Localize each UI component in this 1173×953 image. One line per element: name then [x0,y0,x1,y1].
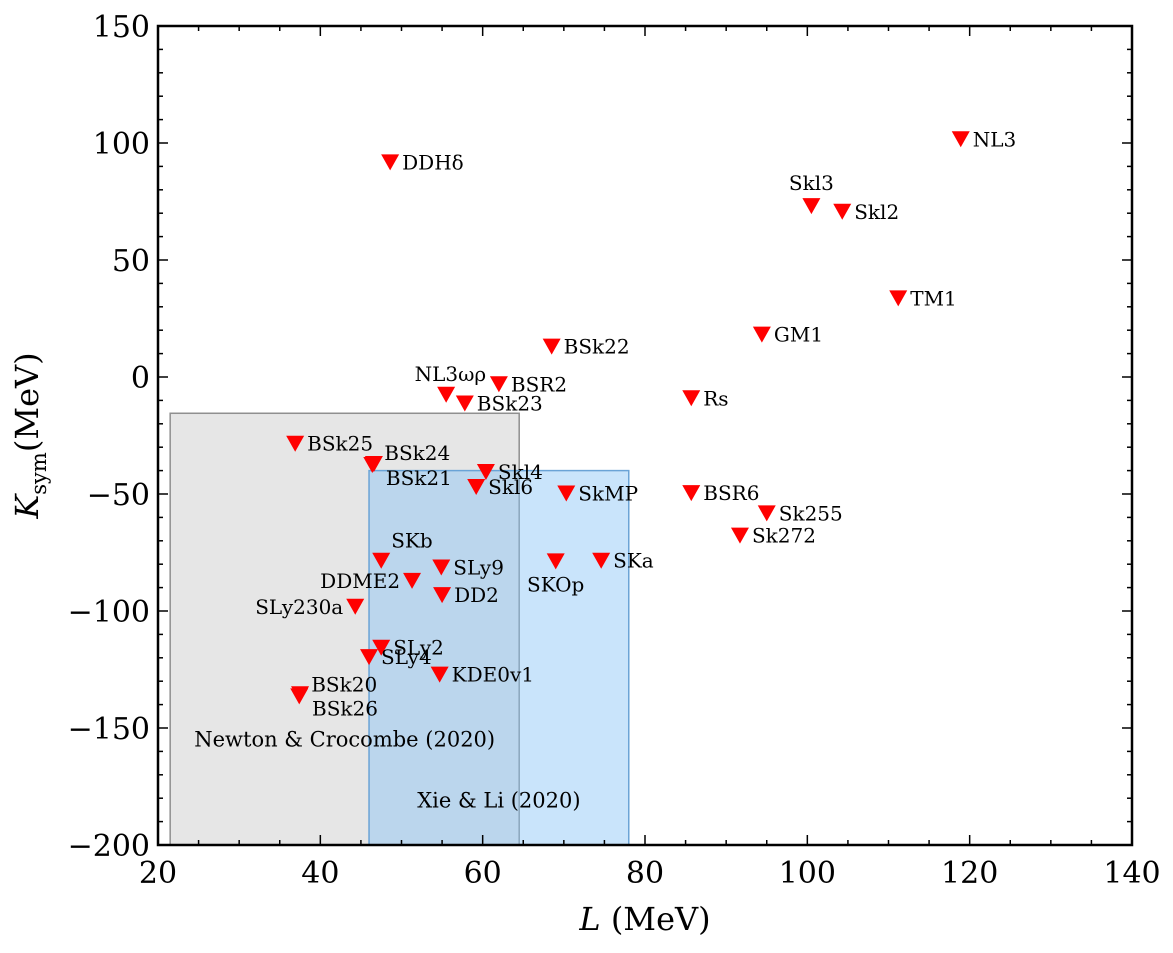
data-label: BSk20 [311,672,377,696]
y-axis-label: Ksym(MeV) [8,352,51,519]
data-label: NL3 [973,127,1017,151]
data-marker [682,485,701,502]
data-marker [833,203,852,220]
x-axis-symbol: L [578,900,600,938]
data-marker [455,395,474,412]
y-tick-label: 50 [112,244,150,279]
data-label: GM1 [774,323,823,347]
data-label: SKb [391,529,432,553]
data-marker [432,559,451,576]
y-axis-unit: (MeV) [8,352,46,452]
data-marker [489,376,508,393]
y-tick-label: 150 [93,10,150,45]
data-marker [346,598,365,615]
data-label: NL3ωρ [415,362,487,386]
data-marker [476,464,495,481]
region-xie-li [368,469,630,846]
data-label: Rs [703,386,728,410]
x-tick-label: 60 [464,856,502,891]
y-tick-label: 0 [131,361,150,396]
y-tick-label: −100 [68,595,150,630]
data-label: DD2 [454,583,499,607]
data-label: BSR2 [511,372,567,396]
data-marker [682,390,701,407]
y-tick-label: 100 [93,127,150,162]
data-marker [360,649,379,666]
data-label: Sk272 [752,524,816,548]
data-label: BSR6 [703,481,759,505]
region-label-newton-crocombe: Newton & Crocombe (2020) [194,728,495,752]
tick-labels: 20 40 60 80 100 120 140 −200 −150 −100 −50 0 50 100 15… [68,10,1161,891]
data-marker [757,505,776,522]
data-marker [364,456,383,473]
data-label: DDME2 [320,569,400,593]
data-marker [546,553,565,570]
y-tick-label: −200 [68,829,150,864]
y-axis-symbol: K [8,493,46,520]
data-points: DDHδ NL3 Skl3 Skl2 TM1 GM1 BSk22 NL3ωρ BSR2BSk23… [255,127,1016,720]
y-axis-subscript: sym [27,452,51,495]
data-marker [430,666,449,683]
x-tick-label: 80 [626,856,664,891]
data-label: Sk255 [779,501,843,525]
data-marker [592,552,611,569]
data-marker [372,552,391,569]
data-marker [286,435,305,452]
data-label: Skl3 [789,171,834,195]
data-label: SLy230a [255,595,343,619]
data-marker [381,154,400,171]
region-newton-crocombe [169,412,520,846]
data-label: BSk23 [477,391,543,415]
data-label: DDHδ [402,150,464,174]
x-tick-label: 120 [941,856,998,891]
data-label: KDE0v1 [452,663,534,687]
data-marker [802,198,821,215]
x-tick-label: 100 [779,856,836,891]
data-marker [291,686,310,703]
x-tick-label: 40 [301,856,339,891]
data-marker [433,587,452,604]
y-tick-label: −50 [87,478,150,513]
data-label: SKa [613,549,654,573]
data-marker [951,131,970,148]
data-label: TM1 [910,286,957,310]
data-label: BSk26 [312,696,378,720]
data-marker [889,290,908,307]
data-label: SLy9 [453,555,504,579]
plot-frame [156,24,1134,847]
x-tick-label: 140 [1103,856,1160,891]
x-tick-label: 20 [139,856,177,891]
data-marker [730,527,749,544]
data-label: Skl6 [488,475,533,499]
data-label: Skl2 [854,200,899,224]
x-axis-unit: (MeV) [611,900,711,938]
data-label: BSk22 [564,335,630,359]
region-label-xie-li: Xie & Li (2020) [417,789,580,813]
data-label: BSk25 [307,432,373,456]
data-marker [752,326,771,343]
data-label: SLy2 [393,636,444,660]
data-marker [542,338,561,355]
data-marker [403,572,422,589]
regions-layer: Newton & Crocombe (2020) Xie & Li (2020) [169,412,630,846]
data-label: SLy4 [381,645,432,669]
axis-ticks [157,25,1133,846]
data-label: Skl4 [498,460,543,484]
x-axis-label: L (MeV) [578,900,710,938]
data-marker [467,478,486,495]
data-marker [557,485,576,502]
y-tick-label: −150 [68,712,150,747]
data-label: SKOp [527,572,584,596]
data-marker [437,386,456,403]
data-label: SkMP [578,482,638,506]
data-label: BSk21 [386,466,452,490]
data-label: BSk24 [384,441,450,465]
data-marker [372,639,391,656]
